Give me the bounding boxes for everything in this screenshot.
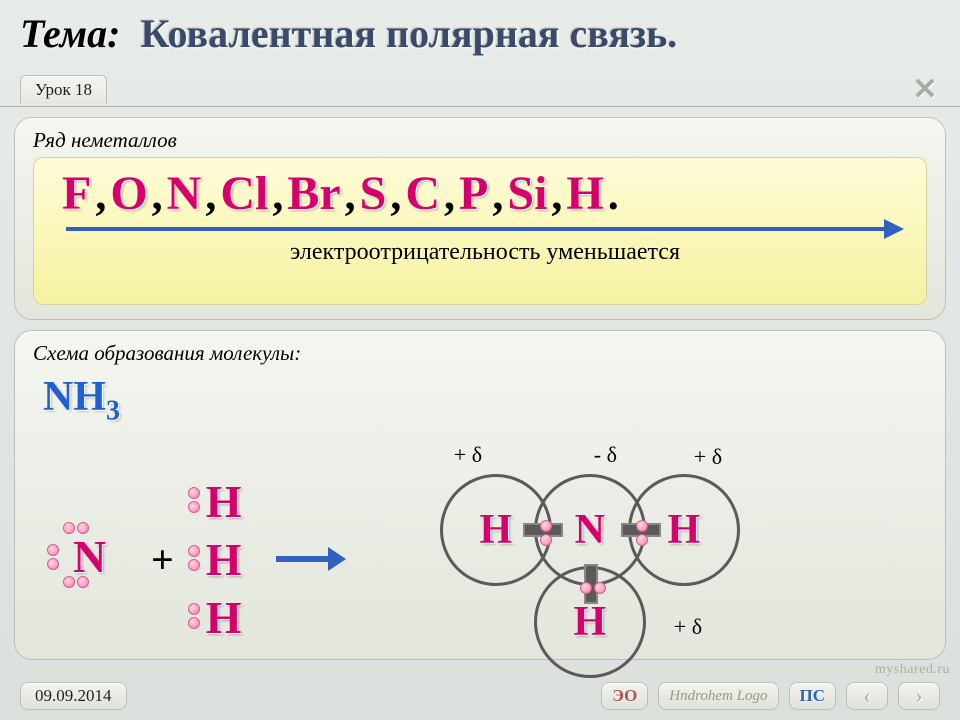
- element-br: Br: [287, 166, 340, 221]
- chevron-right-icon: ›: [915, 685, 922, 707]
- lesson-tab[interactable]: Урок 18: [20, 75, 107, 104]
- nh3-diagram: HHHN+ δ- δ+ δ+ δ: [384, 434, 764, 694]
- nav-next-button[interactable]: ›: [898, 682, 940, 710]
- logo-button[interactable]: Hndrohem Logo: [658, 682, 778, 710]
- delta-label: - δ: [594, 442, 617, 468]
- element-h: H: [566, 166, 603, 221]
- molecule-panel: Схема образования молекулы: NH3 N + HHH …: [14, 330, 946, 660]
- delta-label: + δ: [694, 444, 722, 470]
- formula: NH3: [43, 373, 120, 427]
- element-o: O: [110, 166, 147, 221]
- element-n: N: [167, 166, 202, 221]
- tab-row: Урок 18 ✕: [0, 72, 960, 107]
- element-cl: Cl: [220, 166, 268, 221]
- nav-prev-button[interactable]: ‹: [846, 682, 888, 710]
- element-f: F: [62, 166, 91, 221]
- date-pill: 09.09.2014: [20, 682, 127, 710]
- delta-label: + δ: [454, 442, 482, 468]
- molecule-label: Схема образования молекулы:: [33, 341, 927, 366]
- element-c: C: [405, 166, 440, 221]
- diagram-area: N + HHH HHHN+ δ- δ+ δ+ δ: [53, 418, 927, 698]
- nonmetals-box: F, O, N, Cl, Br, S, C, P, Si, H. электро…: [33, 157, 927, 305]
- arrow-right-icon: [276, 543, 346, 575]
- topic-title: Ковалентная полярная связь.: [140, 10, 677, 57]
- element-si: Si: [507, 166, 547, 221]
- en-arrow: [66, 223, 904, 233]
- nonmetals-panel: Ряд неметаллов F, O, N, Cl, Br, S, C, P,…: [14, 117, 946, 320]
- element-s: S: [360, 166, 387, 221]
- close-icon[interactable]: ✕: [908, 72, 942, 106]
- nonmetals-row: F, O, N, Cl, Br, S, C, P, Si, H.: [62, 166, 908, 221]
- header: Тема: Ковалентная полярная связь.: [0, 0, 960, 72]
- footer: 09.09.2014 ЭО Hndrohem Logo ПС ‹ ›: [0, 676, 960, 720]
- ps-button[interactable]: ПС: [789, 682, 837, 710]
- delta-label: + δ: [674, 614, 702, 640]
- en-caption: электроотрицательность уменьшается: [62, 239, 908, 266]
- n-atom: N: [57, 524, 127, 594]
- h-atom: H: [198, 531, 258, 587]
- h-atom: H: [198, 589, 258, 645]
- nonmetals-label: Ряд неметаллов: [33, 128, 927, 153]
- element-p: P: [459, 166, 488, 221]
- h-atom: H: [198, 473, 258, 529]
- eo-button[interactable]: ЭО: [601, 682, 648, 710]
- h-stack: HHH: [198, 473, 258, 645]
- topic-label: Тема:: [20, 10, 120, 57]
- plus-icon: +: [151, 536, 174, 583]
- chevron-left-icon: ‹: [863, 685, 870, 707]
